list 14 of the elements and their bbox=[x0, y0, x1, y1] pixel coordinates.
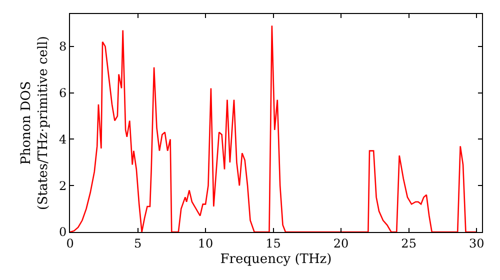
y-tick-label: 4 bbox=[58, 132, 67, 146]
y-tick-label: 6 bbox=[58, 86, 67, 100]
x-axis-title: Frequency (THz) bbox=[220, 252, 332, 267]
x-tick-label: 10 bbox=[198, 236, 214, 250]
y-tick-label: 2 bbox=[58, 178, 67, 193]
line-series bbox=[70, 24, 478, 232]
x-tick-label: 5 bbox=[134, 236, 142, 250]
x-tick-label: 25 bbox=[401, 236, 416, 250]
x-tick-label: 15 bbox=[266, 236, 281, 250]
x-tick-label: 20 bbox=[333, 236, 349, 250]
y-axis-title: Phonon DOS (States/THz·primitive cell) bbox=[19, 36, 51, 210]
x-tick-label: 30 bbox=[468, 236, 484, 250]
y-tick-label: 8 bbox=[58, 40, 67, 54]
y-tick-label: 0 bbox=[58, 225, 67, 240]
